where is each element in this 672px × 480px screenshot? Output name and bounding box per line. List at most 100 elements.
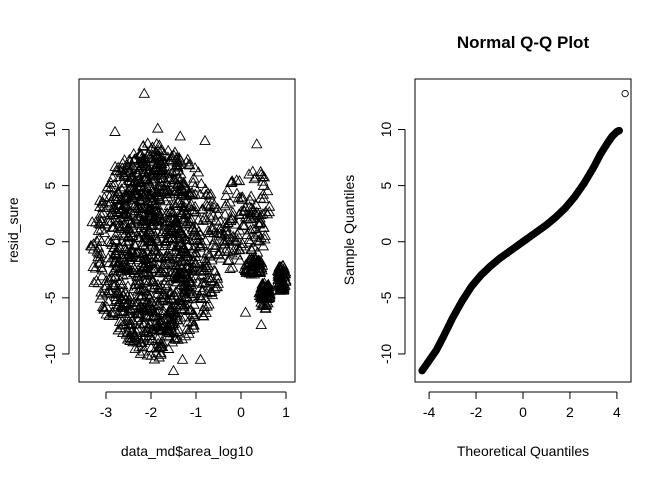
data-point (264, 287, 276, 298)
data-point (178, 243, 191, 254)
data-point (143, 175, 155, 186)
data-point (138, 166, 151, 177)
data-point (249, 257, 262, 268)
data-point (135, 290, 148, 301)
data-point (120, 235, 132, 246)
data-point (164, 286, 176, 297)
data-point (172, 194, 185, 205)
data-point (188, 229, 200, 240)
data-point (172, 161, 184, 172)
data-point (117, 227, 129, 238)
data-point (122, 248, 135, 259)
data-point (89, 262, 102, 273)
data-point (255, 318, 268, 329)
data-point (237, 219, 249, 230)
data-point (254, 192, 267, 203)
data-point (245, 243, 257, 254)
data-point (148, 281, 160, 292)
data-point (197, 284, 209, 295)
data-point (157, 258, 170, 270)
data-point (140, 274, 152, 285)
x-axis: -4 -2 0 2 4 (423, 391, 621, 420)
data-point (149, 263, 161, 274)
data-point (251, 266, 263, 277)
y-tick-label: 0 (378, 238, 394, 246)
data-point (197, 203, 209, 214)
data-point (153, 298, 165, 309)
data-point (183, 327, 195, 338)
data-point (178, 241, 190, 252)
data-point (245, 202, 258, 213)
data-point (212, 208, 224, 219)
scatter-points (84, 87, 292, 375)
data-point (125, 176, 137, 187)
data-point (199, 252, 211, 264)
data-point (189, 240, 202, 251)
data-point (108, 178, 121, 189)
data-point (164, 302, 177, 313)
data-point (220, 198, 233, 209)
data-point (151, 333, 164, 344)
data-point (168, 174, 181, 185)
qq-points (418, 89, 629, 375)
data-point (276, 280, 289, 291)
data-point (124, 331, 136, 342)
data-point (261, 184, 274, 196)
data-point (247, 204, 260, 215)
data-point (200, 213, 213, 224)
data-point (145, 173, 157, 184)
data-point (118, 242, 131, 253)
data-point (157, 262, 170, 274)
y-tick-label: -5 (378, 291, 394, 304)
x-tick-label: 1 (282, 404, 290, 420)
data-point (208, 264, 220, 275)
data-point (169, 199, 182, 210)
data-point (254, 165, 267, 176)
data-point (189, 162, 201, 173)
data-point (146, 276, 159, 287)
data-point (158, 313, 171, 325)
data-point (177, 178, 190, 189)
data-point (222, 254, 234, 265)
data-point (194, 241, 206, 252)
data-point (143, 229, 155, 240)
y-tick-label: -10 (42, 344, 58, 364)
data-point (121, 251, 133, 262)
data-point (125, 163, 138, 174)
data-point (134, 347, 147, 358)
data-point (156, 163, 168, 174)
data-point (149, 279, 161, 290)
data-point (158, 278, 171, 289)
y-tick-label: 10 (42, 122, 58, 138)
data-point (112, 288, 124, 299)
data-point (230, 244, 243, 255)
data-point (219, 217, 231, 228)
data-point (245, 190, 257, 201)
data-point (128, 261, 140, 272)
data-point (112, 307, 125, 318)
data-point (201, 200, 213, 211)
data-point (123, 318, 135, 329)
data-point (118, 230, 130, 241)
data-point (141, 188, 154, 199)
data-point (200, 257, 213, 268)
plot-frame (414, 78, 632, 383)
data-point (161, 280, 173, 291)
data-point (208, 201, 220, 212)
data-point (145, 341, 157, 352)
data-point (187, 256, 200, 267)
data-point (152, 341, 165, 352)
data-point (226, 261, 239, 272)
data-point (252, 255, 264, 266)
data-point (92, 277, 104, 288)
data-point (145, 248, 158, 259)
data-point (137, 190, 150, 202)
data-point (170, 214, 182, 225)
data-point (279, 268, 292, 279)
data-point (161, 184, 173, 195)
data-point (258, 233, 271, 244)
data-point (94, 256, 106, 267)
data-point (104, 209, 116, 220)
data-point (132, 285, 144, 296)
data-point (186, 246, 198, 257)
